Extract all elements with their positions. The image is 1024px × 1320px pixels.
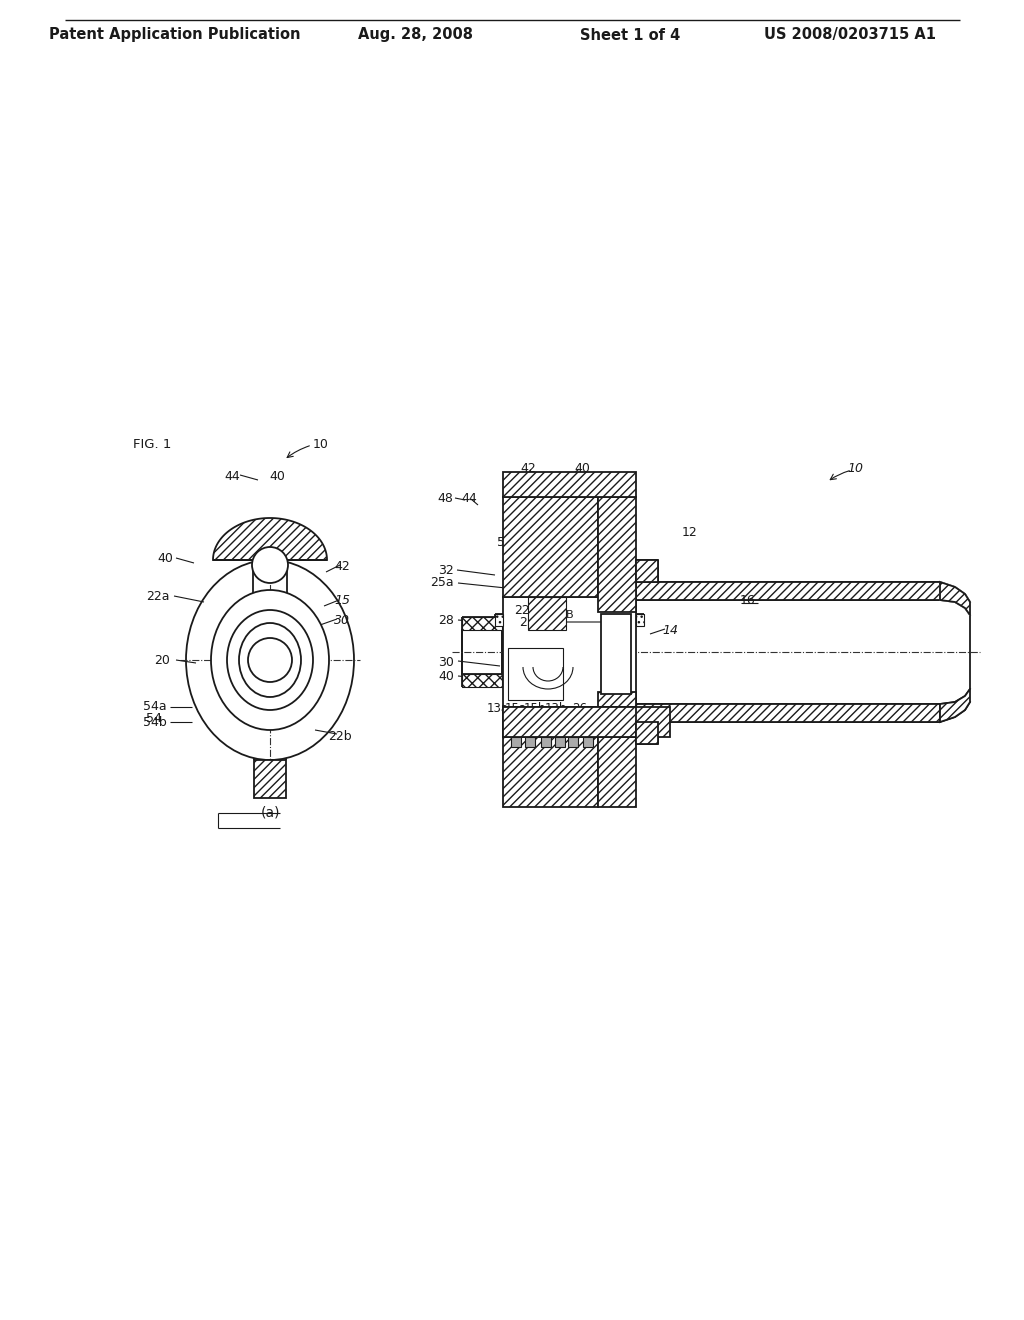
Text: 26: 26	[572, 701, 588, 714]
Text: 52: 52	[262, 784, 278, 796]
Bar	[508, 648, 563, 700]
Bar	[525, 737, 535, 747]
Text: 20: 20	[155, 653, 170, 667]
Text: 48: 48	[437, 491, 453, 504]
Text: 25: 25	[519, 616, 535, 630]
Bar	[503, 498, 598, 597]
Text: 25a: 25a	[430, 577, 454, 590]
Text: 46: 46	[522, 553, 538, 566]
Ellipse shape	[227, 610, 313, 710]
Polygon shape	[940, 582, 970, 615]
Bar	[503, 708, 636, 737]
Text: 22b: 22b	[514, 603, 538, 616]
Bar	[598, 498, 636, 612]
Text: 13b: 13b	[545, 701, 567, 714]
Bar	[503, 597, 636, 708]
Bar	[636, 722, 658, 744]
Text: 13a: 13a	[487, 701, 509, 714]
Text: 32: 32	[438, 564, 454, 577]
Polygon shape	[213, 517, 327, 560]
Bar	[462, 616, 502, 630]
Text: 40: 40	[157, 552, 173, 565]
Bar	[636, 560, 658, 582]
Text: 18: 18	[610, 594, 626, 606]
Ellipse shape	[211, 590, 329, 730]
Text: 54b: 54b	[143, 715, 167, 729]
Text: 42: 42	[520, 462, 536, 474]
Bar	[528, 597, 566, 630]
Text: 15b: 15b	[524, 701, 546, 714]
Text: 42: 42	[334, 561, 350, 573]
Text: 12: 12	[682, 525, 698, 539]
Text: 20: 20	[615, 550, 631, 564]
Bar	[541, 737, 551, 747]
Text: 15: 15	[334, 594, 350, 606]
Text: A: A	[546, 473, 554, 482]
Bar	[636, 582, 940, 601]
Bar	[568, 737, 578, 747]
Text: (a): (a)	[260, 807, 280, 820]
Text: 22b: 22b	[328, 730, 352, 742]
Text: US 2008/0203715 A1: US 2008/0203715 A1	[764, 28, 936, 42]
Text: 50: 50	[497, 536, 513, 549]
Text: 54: 54	[146, 713, 162, 726]
Text: Aug. 28, 2008: Aug. 28, 2008	[357, 28, 472, 42]
Polygon shape	[940, 582, 970, 615]
Bar	[462, 630, 502, 675]
Text: Sheet 1 of 4: Sheet 1 of 4	[580, 28, 680, 42]
Text: 22a: 22a	[610, 513, 634, 527]
Text: Patent Application Publication: Patent Application Publication	[49, 28, 301, 42]
Circle shape	[248, 638, 292, 682]
Bar	[601, 614, 631, 694]
Bar	[254, 760, 286, 799]
Text: 54a: 54a	[143, 700, 167, 713]
Text: 40: 40	[269, 470, 285, 483]
Text: 28: 28	[438, 614, 454, 627]
Circle shape	[252, 546, 288, 583]
Polygon shape	[940, 689, 970, 722]
Bar	[511, 737, 521, 747]
Bar	[503, 473, 636, 498]
Text: 30: 30	[438, 656, 454, 668]
Text: 16: 16	[740, 594, 756, 606]
Bar	[555, 737, 565, 747]
Text: 15a: 15a	[505, 701, 527, 714]
Bar	[503, 708, 598, 807]
Bar	[462, 675, 502, 686]
Text: (b): (b)	[550, 723, 570, 737]
Bar	[583, 737, 593, 747]
Bar	[636, 704, 940, 722]
Text: FIG. 1: FIG. 1	[133, 438, 171, 451]
Ellipse shape	[239, 623, 301, 697]
Bar	[598, 692, 636, 807]
Bar	[503, 708, 670, 737]
Text: B: B	[566, 610, 573, 620]
Text: 10: 10	[313, 438, 329, 451]
Text: 44: 44	[224, 470, 240, 483]
Text: 30: 30	[334, 614, 350, 627]
Text: 40: 40	[574, 462, 590, 474]
Text: 19: 19	[610, 614, 626, 627]
Text: 10: 10	[847, 462, 863, 474]
Ellipse shape	[186, 560, 354, 760]
Bar	[495, 614, 503, 626]
Text: 14: 14	[662, 623, 678, 636]
Text: 22a: 22a	[146, 590, 170, 602]
Text: 40: 40	[438, 669, 454, 682]
Bar	[636, 614, 644, 626]
Text: 44: 44	[461, 491, 477, 504]
